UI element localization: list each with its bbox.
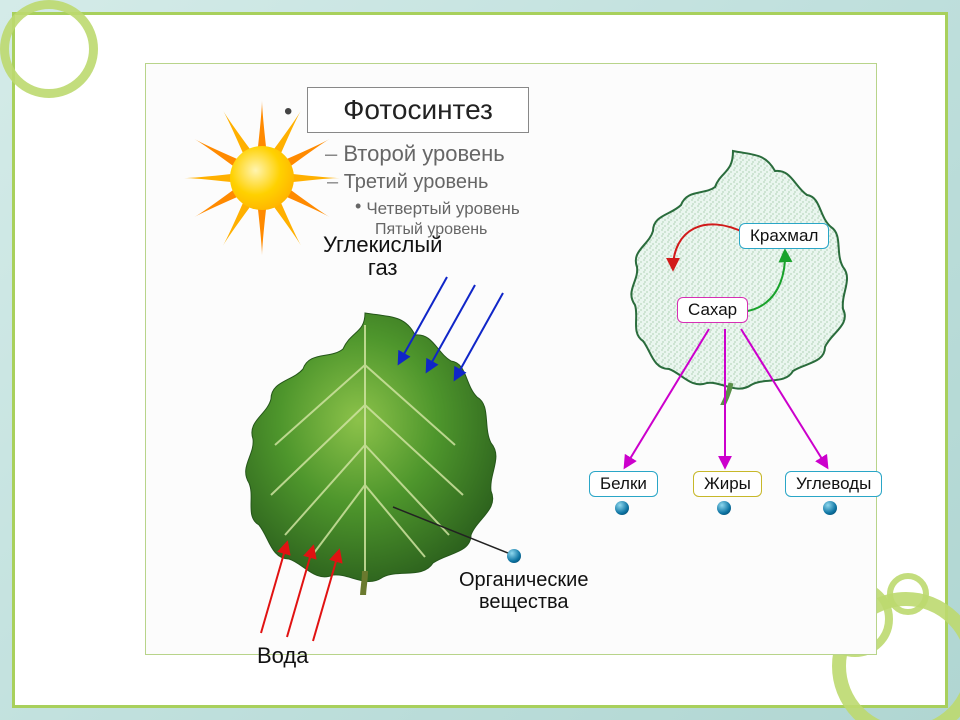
water-arrows xyxy=(261,543,339,641)
proteins-text: Белки xyxy=(600,474,647,493)
organic-label-line2: вещества xyxy=(459,591,588,613)
fats-text: Жиры xyxy=(704,474,751,493)
carbs-text: Углеводы xyxy=(796,474,871,493)
fat-sphere-icon xyxy=(717,501,731,515)
co2-arrows xyxy=(399,277,503,379)
protein-sphere-icon xyxy=(615,501,629,515)
sugar-text: Сахар xyxy=(688,300,737,319)
starch-text: Крахмал xyxy=(750,226,818,245)
proteins-tag: Белки xyxy=(589,471,658,497)
sugar-tag: Сахар xyxy=(677,297,748,323)
starch-to-sugar-arc xyxy=(673,224,745,269)
slide-area: • Фотосинтез – Второй уровень – Третий у… xyxy=(45,45,915,675)
starch-tag: Крахмал xyxy=(739,223,829,249)
organic-label: Органические вещества xyxy=(459,569,588,613)
water-label: Вода xyxy=(257,643,309,669)
fats-tag: Жиры xyxy=(693,471,762,497)
sugar-out-arrows xyxy=(625,329,827,467)
leaf-to-organic-line xyxy=(393,507,513,555)
organic-label-line1: Органические xyxy=(459,569,588,591)
outer-frame: • Фотосинтез – Второй уровень – Третий у… xyxy=(12,12,948,708)
carbs-tag: Углеводы xyxy=(785,471,882,497)
organic-sphere-icon xyxy=(507,549,521,563)
water-text: Вода xyxy=(257,643,309,668)
carb-sphere-icon xyxy=(823,501,837,515)
